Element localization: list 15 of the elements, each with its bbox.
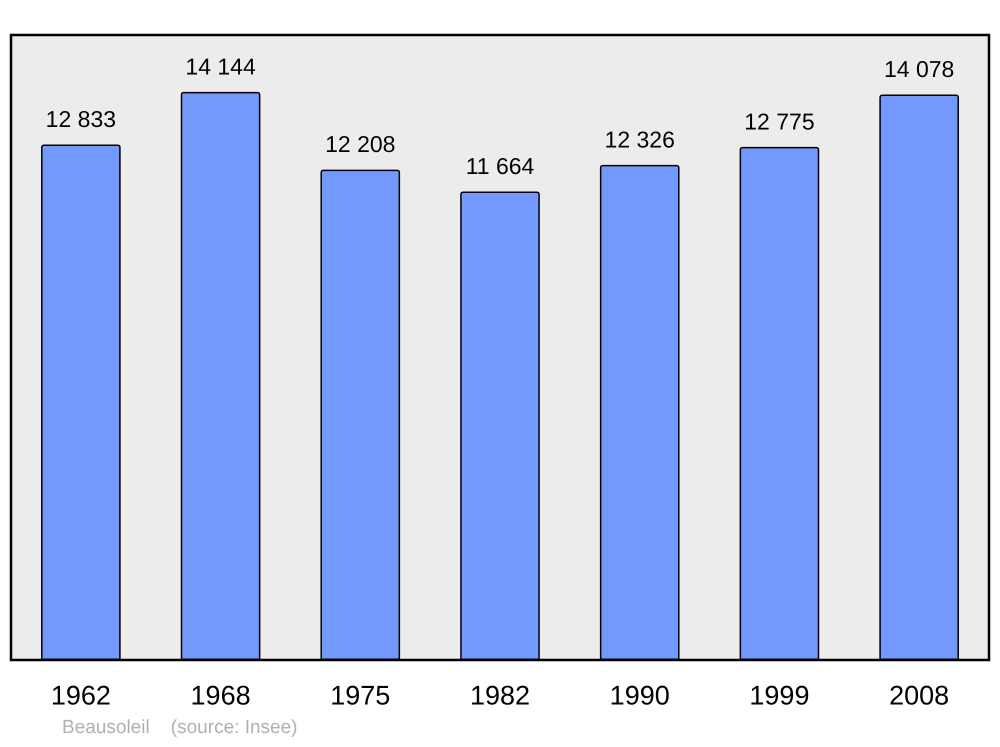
x-tick-label: 1975 [330, 680, 390, 710]
x-tick-label: 1999 [749, 680, 810, 710]
x-tick-label: 1962 [50, 680, 111, 710]
data-label: 11 664 [466, 152, 535, 179]
data-label: 12 833 [46, 106, 116, 132]
text: Beausoleil (source: Insee) [62, 717, 298, 738]
data-label: 12 326 [604, 126, 675, 152]
x-tick-label: 1982 [470, 680, 530, 710]
data-label: 14 078 [884, 56, 954, 82]
x-tick-label: 1990 [610, 680, 670, 710]
x-tick-label: 2008 [889, 680, 950, 710]
data-label: 12 775 [744, 108, 815, 134]
data-label: 14 144 [185, 53, 256, 80]
data-label: 12 208 [325, 131, 396, 158]
x-tick-label: 1968 [190, 680, 251, 710]
